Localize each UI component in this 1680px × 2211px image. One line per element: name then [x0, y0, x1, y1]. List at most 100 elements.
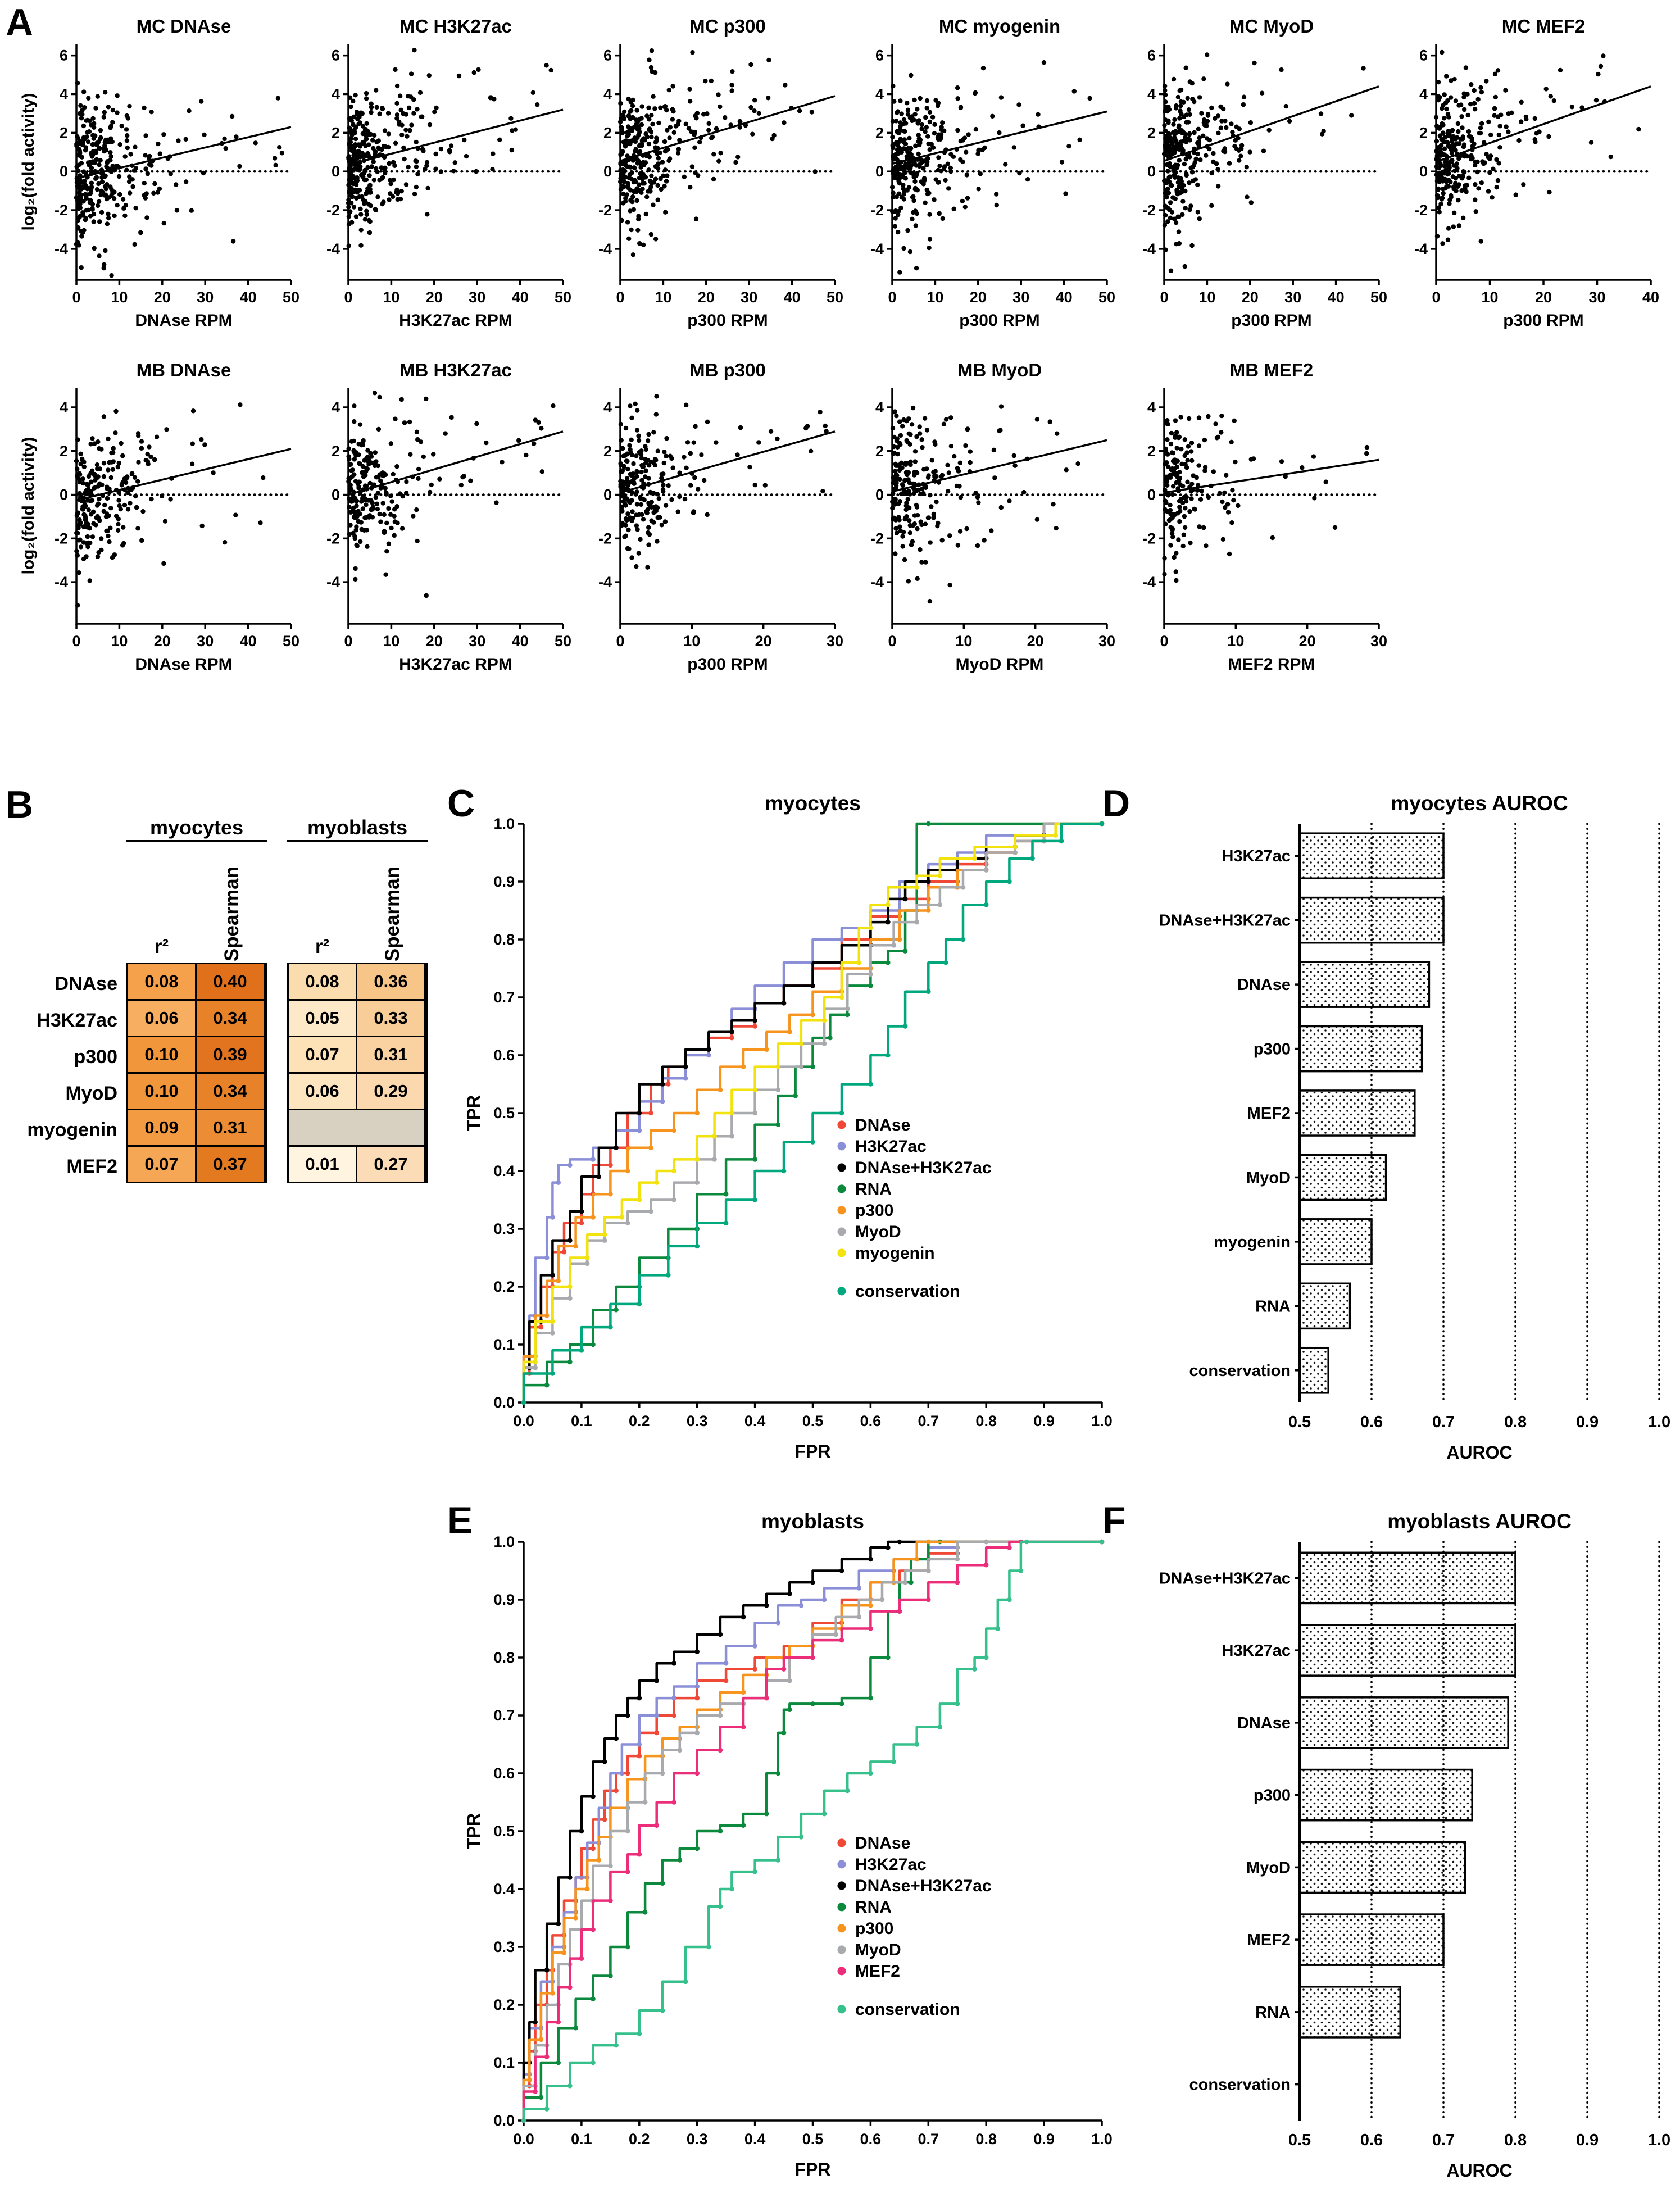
svg-text:20: 20: [1535, 289, 1552, 306]
svg-text:0.5: 0.5: [1288, 2131, 1311, 2149]
legend-marker: [837, 1248, 846, 1257]
svg-text:1.0: 1.0: [1091, 1413, 1113, 1429]
spearman-cell: 0.27: [357, 1147, 424, 1182]
panel-b-correlation-table: DNAse H3K27ac p300 MyoD myogenin MEF2 myocytes…: [17, 816, 428, 1186]
svg-text:-4: -4: [1414, 240, 1428, 257]
row-label-column: DNAse H3K27ac p300 MyoD myogenin MEF2: [17, 816, 121, 1186]
category-label: DNAse: [1237, 1714, 1291, 1732]
category-label: H3K27ac: [1222, 1642, 1291, 1660]
svg-text:10: 10: [1198, 289, 1215, 306]
points-layer: [346, 391, 556, 598]
svg-text:0.0: 0.0: [493, 1394, 515, 1411]
svg-text:10: 10: [683, 633, 700, 650]
axes: [347, 388, 563, 625]
svg-text:0: 0: [1147, 487, 1156, 503]
chart-title: MB DNAse: [137, 361, 231, 380]
series-DNAse: [521, 1539, 1105, 2123]
svg-text:20: 20: [755, 633, 772, 650]
svg-text:6: 6: [1147, 47, 1156, 64]
y-axis-ticks: -4 -2 0 2 4: [1142, 399, 1164, 591]
category-label: myogenin: [1214, 1233, 1291, 1251]
svg-text:0: 0: [603, 487, 612, 503]
svg-text:30: 30: [1284, 289, 1301, 306]
svg-text:0.5: 0.5: [493, 1823, 515, 1840]
svg-text:4: 4: [875, 86, 884, 103]
svg-text:0.6: 0.6: [493, 1047, 515, 1064]
svg-text:-2: -2: [1414, 202, 1428, 219]
svg-text:4: 4: [1147, 399, 1156, 416]
column-headers: r² Spearman: [287, 846, 428, 963]
spearman-cell: 0.31: [357, 1037, 424, 1073]
svg-text:4: 4: [332, 399, 340, 416]
x-axis-ticks: 0 10 20 30 40 50: [344, 624, 571, 650]
svg-text:40: 40: [240, 633, 257, 650]
category-label: MyoD: [1246, 1859, 1291, 1877]
svg-text:-2: -2: [326, 530, 340, 547]
scatter-chart-mc-p300: MC p300 0 10 20 30 40 50 -4 -2 0 2 4 6 p300 RPM: [598, 17, 843, 330]
chart-title: MC myogenin: [939, 17, 1060, 37]
trend-line: [76, 448, 292, 501]
svg-text:0.9: 0.9: [1576, 2131, 1599, 2149]
category-labels: H3K27ac DNAse+H3K27ac DNAse p300 MEF2 MyoD myo…: [1159, 847, 1300, 1380]
chart-title: MB p300: [689, 361, 766, 380]
svg-text:1.0: 1.0: [493, 1533, 515, 1550]
svg-text:2: 2: [875, 124, 884, 141]
svg-text:0: 0: [616, 289, 624, 306]
y-axis-ticks: -4 -2 0 2 4 6: [598, 47, 620, 257]
scatter-chart-mb-mef2: MB MEF2 0 10 20 30 -4 -2 0 2 4 MEF2 RPM: [1142, 361, 1387, 674]
category-label: DNAse+H3K27ac: [1159, 1569, 1291, 1587]
x-axis-label: p300 RPM: [1503, 311, 1583, 330]
svg-text:0.1: 0.1: [571, 2131, 592, 2148]
svg-text:0.1: 0.1: [571, 1413, 592, 1429]
row-label: H3K27ac: [37, 1009, 117, 1031]
svg-text:20: 20: [154, 633, 171, 650]
svg-text:0: 0: [603, 163, 612, 180]
x-axis-ticks: 0 10 20 30: [1160, 624, 1387, 650]
svg-text:0.7: 0.7: [918, 2131, 939, 2148]
bars-layer: [1300, 833, 1443, 1393]
r-squared-cell: 0.01: [289, 1147, 356, 1182]
svg-text:0.4: 0.4: [493, 1881, 515, 1897]
axis-ticks: 0.0 0.0 0.1 0.1 0.2 0.2 0.3 0.3 0.4 0.4 0.5 0.5 0.6 0…: [493, 815, 1112, 1429]
r-squared-cell: 0.07: [289, 1037, 356, 1073]
svg-text:0.5: 0.5: [802, 2131, 824, 2148]
svg-text:40: 40: [512, 289, 529, 306]
panel-e-roc-myoblasts: myoblasts 0.0 0.0 0.1 0.1 0.2 0.2 0.3 0.3 0.4 0.4 0…: [463, 1509, 1118, 2186]
x-axis-label: AUROC: [1446, 1442, 1512, 1463]
chart-title: MC MEF2: [1502, 17, 1586, 37]
chart-title: MB MEF2: [1230, 361, 1314, 380]
trend-line: [348, 108, 564, 166]
spearman-header: Spearman: [381, 866, 403, 962]
svg-text:10: 10: [1227, 633, 1244, 650]
svg-text:0.6: 0.6: [860, 1413, 882, 1429]
svg-text:0: 0: [1432, 289, 1440, 306]
svg-text:0.2: 0.2: [629, 1413, 650, 1429]
panel-label-f: F: [1102, 1499, 1126, 1542]
spearman-cell: 0.29: [357, 1074, 424, 1109]
category-label: conservation: [1189, 1362, 1291, 1380]
blank-cell: [289, 1110, 424, 1146]
svg-text:0.3: 0.3: [493, 1938, 515, 1955]
panel-label-a: A: [6, 1, 34, 44]
svg-text:0.9: 0.9: [1033, 1413, 1055, 1429]
svg-text:-2: -2: [326, 202, 340, 219]
roc-chart-roc-myocytes: myocytes0.00.00.10.10.20.20.30.30.40.40.…: [464, 792, 1113, 1461]
legend-label: RNA: [855, 1898, 892, 1917]
r-squared-cell: 0.08: [289, 964, 356, 1000]
svg-text:1.0: 1.0: [1648, 2131, 1670, 2149]
points-layer: [617, 48, 818, 257]
svg-text:-2: -2: [870, 202, 884, 219]
svg-text:0.8: 0.8: [975, 1413, 997, 1429]
spearman-cell: 0.36: [357, 964, 424, 1000]
points-layer: [889, 60, 1092, 275]
svg-text:0: 0: [888, 289, 896, 306]
legend: DNAse H3K27ac DNAse+H3K27ac RNA p300 MyoD myog…: [837, 1116, 992, 1301]
x-axis-ticks: 0 10 20 30 40 50: [344, 280, 571, 306]
legend-label: DNAse+H3K27ac: [855, 1877, 992, 1895]
svg-text:0: 0: [344, 633, 352, 650]
legend-label: MyoD: [855, 1941, 901, 1959]
points-layer: [74, 402, 266, 608]
x-axis-ticks: 0 10 20 30 40 50: [72, 624, 299, 650]
chart-title: MB H3K27ac: [399, 361, 512, 380]
legend-label: p300: [855, 1201, 893, 1220]
